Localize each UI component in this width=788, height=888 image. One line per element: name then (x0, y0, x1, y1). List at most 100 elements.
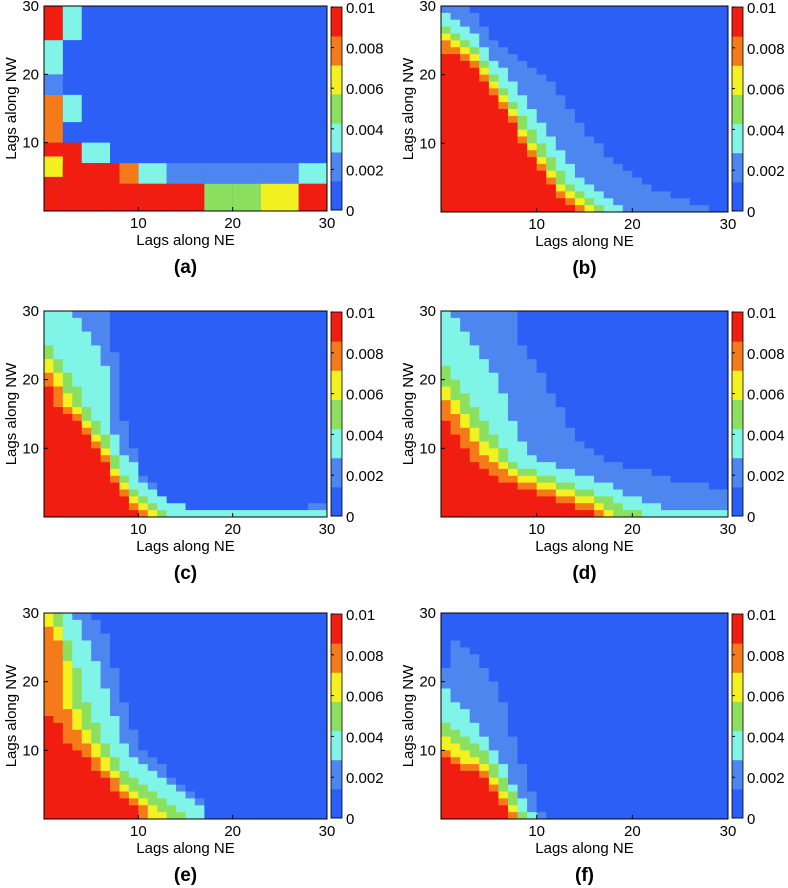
colorbar-frame (731, 613, 744, 819)
colorbar-bin (732, 643, 743, 673)
colorbar-frame (731, 6, 744, 212)
y-tick-label: 20 (419, 67, 436, 84)
y-tick-label: 20 (22, 674, 39, 691)
y-axis-label: Lags along NW (3, 56, 20, 159)
cell-block (204, 183, 233, 211)
y-axis-label: Lags along NW (400, 362, 417, 465)
colorbar-tick-label: 0 (346, 811, 354, 828)
y-axis-label: Lags along NW (3, 664, 20, 767)
colorbar-bin (732, 614, 743, 644)
colorbar-tick-label: 0.004 (747, 729, 785, 746)
colorbar-bin (732, 36, 743, 66)
colorbar-tick-label: 0.004 (747, 427, 785, 444)
colorbar-tick-label: 0 (747, 509, 755, 526)
x-tick-label: 20 (224, 215, 241, 232)
colorbar-bin (732, 370, 743, 400)
cell-block (204, 163, 261, 184)
x-tick-label: 10 (528, 823, 545, 840)
colorbar-bin (331, 759, 342, 790)
colorbar: 0.01 0.008 0.006 0.004 0.002 0 (330, 0, 384, 220)
axes-frame (43, 310, 328, 518)
panel-b: 10 10 20 20 30 30 Lags along NE Lags along NW (b… (400, 0, 785, 279)
colorbar-tick-label: 0 (747, 811, 755, 828)
colorbar-bin (732, 788, 743, 819)
x-tick-label: 30 (319, 521, 336, 538)
colorbar-bin (331, 614, 342, 644)
x-axis-label: Lags along NE (136, 840, 234, 857)
cell-block (138, 163, 167, 184)
colorbar-bin (331, 788, 342, 819)
colorbar-bin (331, 341, 342, 371)
colorbar-tick-label: 0.002 (747, 770, 785, 787)
cell-block (166, 183, 205, 211)
colorbar-tick-label: 0.008 (747, 648, 785, 665)
y-tick-label: 10 (22, 135, 39, 152)
x-tick-label: 30 (319, 823, 336, 840)
y-axis-label: Lags along NW (3, 362, 20, 465)
y-tick-label: 20 (419, 372, 436, 389)
colorbar-tick-label: 0.01 (747, 0, 776, 17)
panel-a: 10 10 20 20 30 30 Lags along NE Lags along NW (a… (3, 0, 384, 278)
x-axis-label: Lags along NE (535, 538, 633, 555)
x-axis-label: Lags along NE (535, 233, 633, 250)
y-tick-label: 30 (419, 605, 436, 622)
cell-block (298, 183, 327, 211)
colorbar-bin (732, 312, 743, 342)
colorbar-tick-label: 0.006 (346, 689, 384, 706)
colorbar-tick-label: 0.006 (747, 387, 785, 404)
cell-region (62, 6, 82, 41)
y-axis-label: Lags along NW (400, 664, 417, 767)
colorbar-bin (732, 341, 743, 371)
y-tick-label: 20 (22, 66, 39, 83)
colorbar-bin (331, 399, 342, 430)
colorbar-bin (331, 730, 342, 761)
axes-frame (440, 612, 729, 820)
colorbar-bin (732, 486, 743, 517)
x-tick-label: 20 (624, 823, 641, 840)
colorbar-tick-label: 0.008 (747, 346, 785, 363)
colorbar-frame (731, 311, 744, 517)
y-axis-label: Lags along NW (400, 57, 417, 160)
x-axis-label: Lags along NE (136, 232, 234, 249)
colorbar: 0.01 0.008 0.006 0.004 0.002 0 (731, 0, 785, 221)
colorbar-bin (331, 123, 342, 153)
colorbar-bin (331, 94, 342, 124)
panel-d: 10 10 20 20 30 30 Lags along NE Lags along NW (d… (400, 303, 785, 584)
colorbar-tick-label: 0.002 (747, 163, 785, 180)
cell-region (44, 156, 63, 177)
colorbar: 0.01 0.008 0.006 0.004 0.002 0 (330, 607, 384, 828)
x-tick-label: 20 (224, 521, 241, 538)
colorbar-tick-label: 0.006 (346, 81, 384, 98)
colorbar-bin (732, 399, 743, 430)
colorbar-tick-label: 0.008 (346, 41, 384, 58)
panel-label: (d) (572, 563, 596, 584)
axes-frame (440, 5, 729, 213)
colorbar-tick-label: 0.002 (346, 468, 384, 485)
colorbar-tick-label: 0.002 (346, 162, 384, 179)
colorbar-frame (330, 6, 343, 211)
colorbar-bin (732, 152, 743, 183)
y-tick-label: 30 (22, 0, 39, 15)
axes-frame (440, 310, 729, 518)
cell-region (81, 142, 111, 164)
colorbar: 0.01 0.008 0.006 0.004 0.002 0 (731, 305, 785, 526)
x-tick-label: 30 (720, 216, 737, 233)
contour-level-6 (44, 386, 139, 517)
colorbar-tick-label: 0.006 (346, 387, 384, 404)
x-axis-label: Lags along NE (136, 538, 234, 555)
y-tick-label: 10 (22, 742, 39, 759)
cell-region (44, 6, 63, 41)
colorbar-bin (331, 701, 342, 732)
colorbar-tick-label: 0.008 (346, 346, 384, 363)
colorbar: 0.01 0.008 0.006 0.004 0.002 0 (731, 607, 785, 828)
colorbar-bin (732, 181, 743, 212)
cell-region (44, 94, 63, 143)
y-tick-label: 10 (419, 440, 436, 457)
panel-c: 10 10 20 20 30 30 Lags along NE Lags along NW (c… (3, 303, 384, 584)
colorbar-bin (331, 181, 342, 211)
colorbar-bin (732, 457, 743, 488)
contour-level-6 (441, 757, 508, 819)
colorbar-tick-label: 0.004 (747, 122, 785, 139)
y-tick-label: 30 (22, 605, 39, 622)
colorbar-bin (732, 701, 743, 732)
